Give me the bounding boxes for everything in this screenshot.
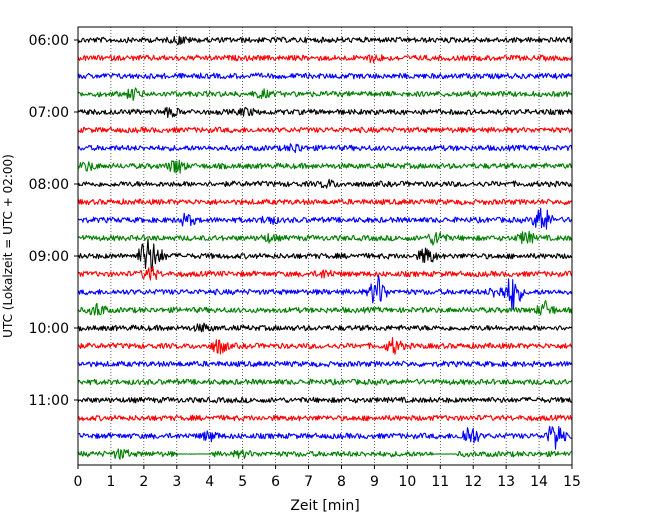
trace-row-1030: [77, 360, 573, 368]
trace-rows: [77, 35, 573, 460]
y-tick-label: 06:00: [29, 33, 69, 49]
x-tick-label: 0: [74, 474, 83, 490]
trace-row-1045: [77, 378, 573, 386]
trace-row-1130: [77, 425, 573, 450]
x-tick-label: 6: [271, 474, 280, 490]
x-tick-label: 10: [398, 474, 416, 490]
x-tick-label: 5: [238, 474, 247, 490]
trace-row-0730: [77, 143, 573, 154]
trace-row-1145: [77, 448, 573, 460]
trace-row-0745: [77, 159, 573, 174]
trace-row-1000: [77, 322, 573, 333]
y-axis-label: UTC (Lokalzeit = UTC + 02:00): [1, 154, 15, 338]
x-tick-label: 15: [563, 474, 581, 490]
trace-row-0845: [77, 230, 573, 246]
trace-row-1115: [77, 414, 573, 422]
x-axis-label: Zeit [min]: [290, 498, 359, 514]
trace-row-1015: [77, 336, 573, 355]
y-tick-label: 07:00: [29, 105, 69, 121]
trace-row-0645: [77, 87, 573, 102]
trace-row-0900: [77, 238, 573, 272]
x-tick-label: 2: [139, 474, 148, 490]
x-tick-label: 3: [172, 474, 181, 490]
trace-row-0930: [77, 275, 573, 310]
x-tick-label: 14: [530, 474, 548, 490]
grid-lines: [110, 27, 540, 465]
trace-row-0630: [77, 72, 573, 80]
y-tick-label: 11:00: [29, 393, 69, 409]
trace-row-0800: [77, 178, 573, 189]
trace-row-0615: [77, 54, 573, 64]
y-axis-ticks: 06:00 07:00 08:00 09:00 10:00 11:00: [29, 33, 78, 409]
x-tick-label: 7: [304, 474, 313, 490]
trace-row-0815: [77, 198, 573, 206]
trace-row-0700: [77, 106, 573, 118]
trace-row-1100: [77, 396, 573, 404]
x-tick-label: 12: [464, 474, 482, 490]
trace-row-0945: [77, 300, 573, 316]
x-tick-label: 4: [205, 474, 214, 490]
x-axis-ticks: 0 1 2 3 4 5 6 7 8 9 10 11 12 13 14 15: [74, 465, 581, 490]
x-tick-label: 8: [337, 474, 346, 490]
y-tick-label: 10:00: [29, 321, 69, 337]
trace-row-0830: [77, 207, 573, 230]
y-tick-label: 09:00: [29, 249, 69, 265]
x-tick-label: 9: [370, 474, 379, 490]
y-tick-label: 08:00: [29, 177, 69, 193]
x-tick-label: 11: [431, 474, 449, 490]
trace-row-0715: [77, 126, 573, 134]
x-tick-label: 13: [497, 474, 515, 490]
trace-row-0600: [77, 35, 573, 46]
x-tick-label: 1: [106, 474, 115, 490]
trace-row-0915: [77, 265, 573, 281]
plot-frame: [77, 26, 573, 466]
